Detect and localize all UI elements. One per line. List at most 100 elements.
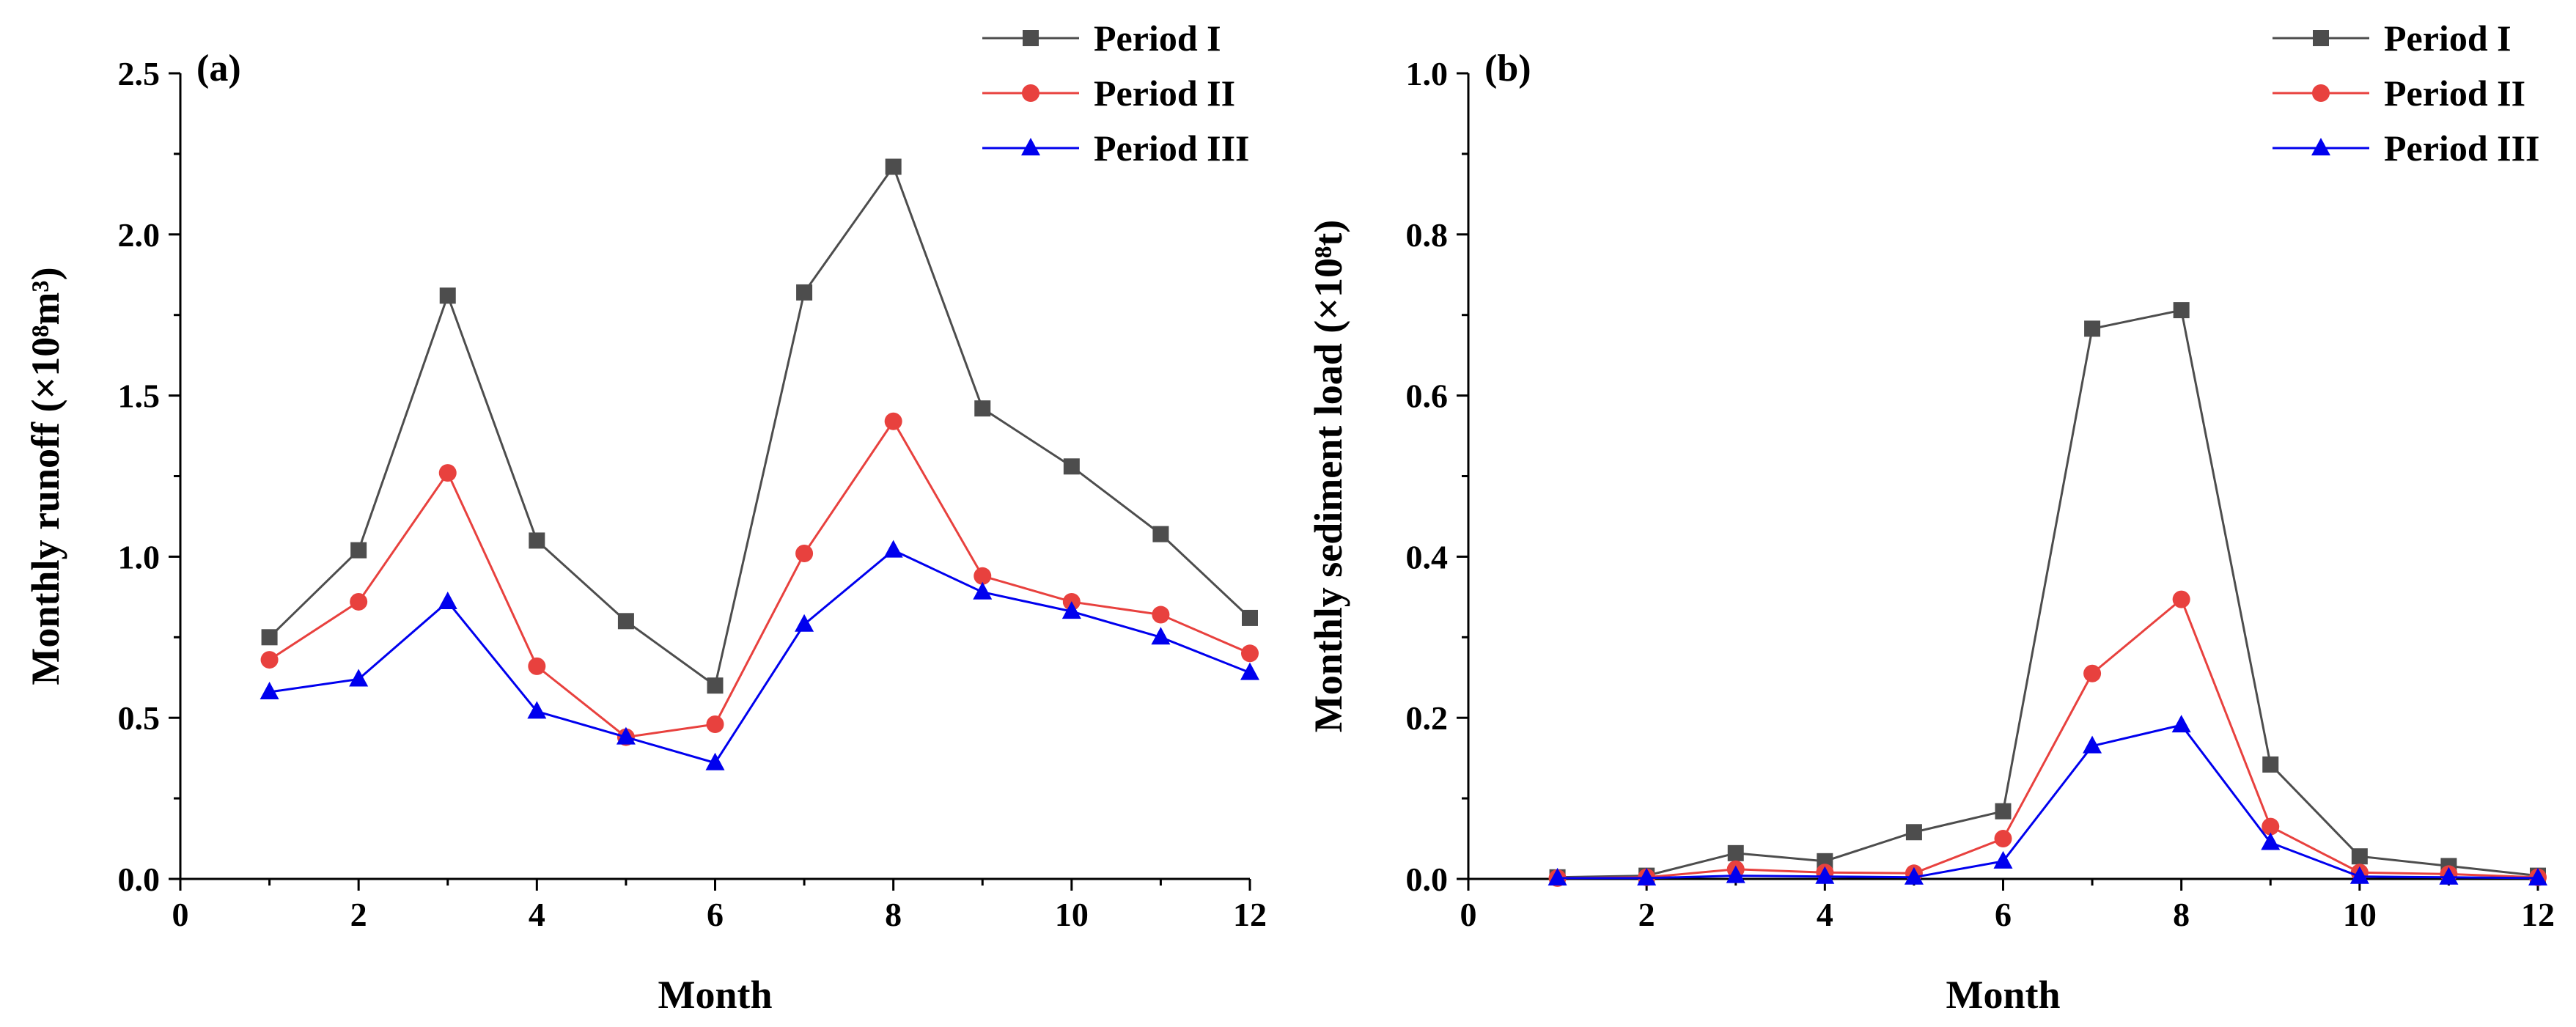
data-point-period-1 bbox=[796, 284, 813, 301]
y-tick-label: 0.0 bbox=[1406, 861, 1449, 898]
y-tick-label: 1.5 bbox=[118, 378, 161, 415]
data-point-period-3 bbox=[1637, 867, 1657, 886]
data-point-period-1 bbox=[1152, 526, 1169, 542]
data-point-period-3 bbox=[2349, 866, 2369, 884]
series-line-period-2 bbox=[1557, 597, 2539, 880]
legend-marker bbox=[1023, 30, 1039, 46]
data-point-period-2 bbox=[884, 412, 902, 430]
data-point-period-1 bbox=[529, 532, 545, 549]
y-axis-title: Monthly runoff (×10⁸m³) bbox=[23, 267, 67, 685]
data-point-period-1 bbox=[1905, 824, 1922, 841]
data-point-period-1 bbox=[1242, 609, 1258, 626]
data-point-period-3 bbox=[616, 726, 636, 745]
y-axis-title: Monthly sediment load (×10⁸t) bbox=[1306, 220, 1350, 732]
x-tick-label: 8 bbox=[2173, 896, 2190, 933]
series-line-period-3 bbox=[1557, 724, 2539, 880]
x-tick-label: 2 bbox=[1638, 896, 1655, 933]
y-tick-label: 2.0 bbox=[118, 216, 161, 254]
data-point-period-1 bbox=[1063, 458, 1080, 475]
data-point-period-3 bbox=[1726, 865, 1745, 883]
data-point-period-1 bbox=[350, 542, 367, 559]
series-line-period-3 bbox=[269, 548, 1251, 765]
y-tick-label: 0.4 bbox=[1406, 538, 1449, 575]
series-line-period-2 bbox=[268, 419, 1251, 739]
data-point-period-1 bbox=[617, 613, 634, 630]
data-point-period-2 bbox=[706, 715, 724, 733]
data-point-period-3 bbox=[438, 591, 457, 609]
data-point-period-3 bbox=[1151, 627, 1171, 645]
x-tick-label: 6 bbox=[1995, 896, 2012, 933]
legend-marker bbox=[2312, 84, 2330, 102]
data-point-period-1 bbox=[2351, 848, 2368, 865]
y-tick-label: 0.2 bbox=[1406, 699, 1449, 737]
data-point-period-3 bbox=[1548, 867, 1567, 886]
series-line-period-1 bbox=[268, 164, 1251, 688]
x-tick-label: 12 bbox=[1233, 896, 1267, 933]
data-point-period-3 bbox=[2261, 832, 2281, 850]
data-point-period-2 bbox=[260, 651, 279, 669]
data-point-period-1 bbox=[1995, 803, 2012, 820]
data-point-period-1 bbox=[885, 158, 902, 175]
data-point-period-3 bbox=[705, 752, 725, 770]
legend-marker bbox=[1022, 84, 1039, 102]
x-tick-label: 2 bbox=[350, 896, 367, 933]
data-point-period-1 bbox=[2173, 302, 2190, 319]
series-line-period-1 bbox=[1557, 309, 2539, 879]
legend-label: Period III bbox=[1094, 128, 1250, 169]
data-point-period-2 bbox=[1152, 605, 1170, 624]
legend-label: Period I bbox=[1094, 18, 1221, 59]
x-axis-title: Month bbox=[1946, 973, 2060, 1017]
legend-label: Period II bbox=[1094, 73, 1235, 114]
data-point-period-2 bbox=[1241, 644, 1259, 663]
data-point-period-3 bbox=[883, 540, 903, 558]
data-point-period-3 bbox=[1815, 866, 1835, 884]
x-tick-label: 0 bbox=[1460, 896, 1477, 933]
y-tick-label: 0.5 bbox=[118, 699, 161, 737]
data-point-period-2 bbox=[795, 545, 814, 563]
data-point-period-3 bbox=[349, 669, 369, 687]
data-point-period-2 bbox=[2262, 817, 2280, 836]
data-point-period-2 bbox=[2083, 664, 2102, 682]
data-point-period-1 bbox=[439, 287, 456, 304]
data-point-period-3 bbox=[1993, 850, 2013, 869]
data-point-period-3 bbox=[2528, 867, 2547, 886]
x-tick-label: 10 bbox=[1055, 896, 1089, 933]
chart-panel-b: 0 2 4 6 8 10 12 0.0 0.2 0.4 0.6 0.8 1.0 (b) Month Month… bbox=[1306, 18, 2555, 1017]
data-point-period-3 bbox=[1904, 866, 1924, 885]
legend-marker bbox=[1021, 138, 1040, 155]
legend: Period I Period II Period III bbox=[2273, 18, 2540, 169]
legend-label: Period III bbox=[2384, 128, 2540, 169]
legend-label: Period II bbox=[2384, 73, 2525, 114]
x-tick-label: 4 bbox=[1817, 896, 1833, 933]
data-point-period-2 bbox=[438, 464, 457, 482]
x-tick-label: 6 bbox=[707, 896, 724, 933]
data-point-period-1 bbox=[974, 400, 991, 417]
chart-panel-a: 0 2 4 6 8 10 12 0.0 0.5 1.0 1.5 2.0 2.5 (a) Month Month… bbox=[23, 18, 1267, 1017]
data-point-period-1 bbox=[2262, 756, 2279, 773]
data-point-period-3 bbox=[527, 701, 547, 719]
legend-marker bbox=[2313, 30, 2329, 46]
legend-marker bbox=[2311, 138, 2330, 155]
legend: Period I Period II Period III bbox=[982, 18, 1250, 169]
y-tick-label: 0.6 bbox=[1406, 378, 1449, 415]
y-tick-label: 0.8 bbox=[1406, 216, 1449, 254]
data-point-period-3 bbox=[2083, 735, 2102, 754]
data-point-period-1 bbox=[2084, 320, 2101, 337]
data-point-period-3 bbox=[1240, 662, 1259, 680]
y-tick-label: 1.0 bbox=[1406, 55, 1449, 92]
data-point-period-2 bbox=[2172, 590, 2190, 608]
data-point-period-3 bbox=[2439, 866, 2459, 885]
x-tick-label: 0 bbox=[172, 896, 189, 933]
data-point-period-2 bbox=[1994, 830, 2012, 848]
panel-label: (a) bbox=[196, 48, 241, 89]
x-tick-label: 12 bbox=[2521, 896, 2555, 933]
panel-label: (b) bbox=[1484, 48, 1531, 89]
data-point-period-1 bbox=[1727, 844, 1744, 861]
data-point-period-2 bbox=[528, 657, 546, 675]
data-point-period-1 bbox=[261, 629, 278, 646]
x-tick-label: 10 bbox=[2343, 896, 2377, 933]
data-point-period-3 bbox=[795, 614, 814, 632]
x-tick-label: 4 bbox=[529, 896, 545, 933]
data-point-period-2 bbox=[974, 567, 992, 585]
